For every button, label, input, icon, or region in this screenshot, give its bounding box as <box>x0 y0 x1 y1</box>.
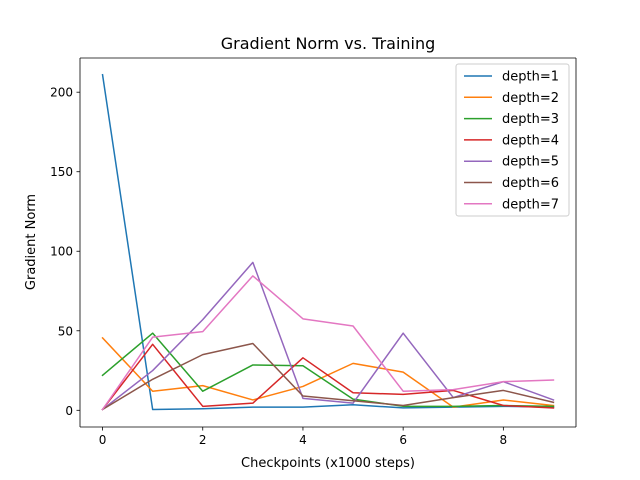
x-tick-label: 0 <box>99 433 107 447</box>
series-group <box>101 73 555 411</box>
x-tick-label: 2 <box>199 433 207 447</box>
x-tick-label: 4 <box>299 433 307 447</box>
chart-title: Gradient Norm vs. Training <box>221 34 436 53</box>
series-line-depth-4 <box>101 343 555 411</box>
legend-label-depth-1: depth=1 <box>502 70 559 85</box>
axes-frame <box>79 57 577 428</box>
x-axis-ticks: 0 2 4 6 8 <box>99 427 507 447</box>
y-tick-label: 0 <box>65 404 73 418</box>
y-tick-label: 150 <box>50 165 73 179</box>
y-tick-label: 200 <box>50 86 73 100</box>
series-line-depth-5 <box>101 261 555 411</box>
y-axis-ticks: 0 50 100 150 200 <box>50 86 80 418</box>
y-axis-label: Gradient Norm <box>24 194 39 290</box>
x-tick-label: 8 <box>500 433 508 447</box>
legend-box <box>455 63 570 217</box>
series-line-depth-1 <box>101 73 555 411</box>
x-tick-label: 6 <box>399 433 407 447</box>
legend-label-depth-2: depth=2 <box>502 91 559 106</box>
legend-label-depth-6: depth=6 <box>502 176 559 191</box>
legend-label-depth-5: depth=5 <box>502 155 559 170</box>
x-axis-label: Checkpoints (x1000 steps) <box>241 456 415 471</box>
y-tick-label: 50 <box>58 324 73 338</box>
legend-label-depth-7: depth=7 <box>502 197 559 212</box>
legend: depth=1 depth=2 depth=3 depth=4 depth=5 depth… <box>455 63 570 217</box>
series-line-depth-7 <box>101 275 555 411</box>
legend-label-depth-4: depth=4 <box>502 133 559 148</box>
series-line-depth-3 <box>101 332 555 408</box>
y-tick-label: 100 <box>50 245 73 259</box>
legend-label-depth-3: depth=3 <box>502 112 559 127</box>
series-line-depth-6 <box>101 342 555 411</box>
